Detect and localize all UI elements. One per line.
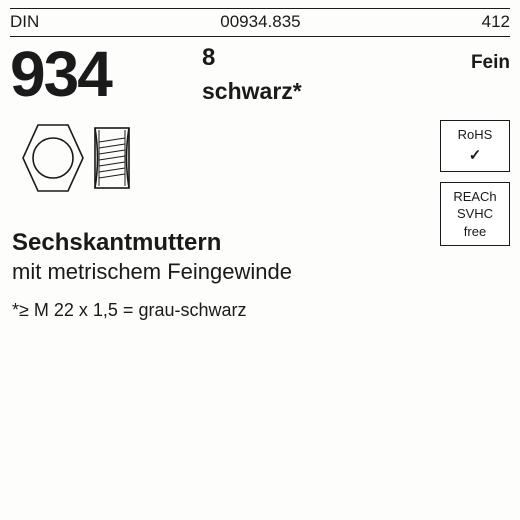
spec-sheet: DIN 00934.835 412 934 8 schwarz* Fein [0, 0, 520, 520]
rohs-label: RoHS [443, 126, 507, 144]
surface-finish: schwarz* [202, 78, 302, 105]
rohs-badge: RoHS ✓ [440, 120, 510, 172]
header-left: DIN [10, 12, 39, 32]
hex-nut-diagram [10, 118, 140, 213]
din-block: 934 [10, 42, 111, 106]
reach-badge: REACh SVHC free [440, 182, 510, 247]
reach-line3: free [443, 223, 507, 241]
strength-class: 8 [202, 44, 215, 72]
hex-nut-svg [10, 118, 140, 208]
product-subtitle: mit metrischem Feingewinde [12, 258, 292, 286]
top-rule [10, 8, 510, 9]
din-number: 934 [10, 42, 111, 106]
reach-line1: REACh [443, 188, 507, 206]
footnote: *≥ M 22 x 1,5 = grau-schwarz [12, 300, 246, 321]
header-row: DIN 00934.835 412 [10, 12, 510, 32]
check-icon: ✓ [443, 146, 507, 166]
header-right: 412 [482, 12, 510, 32]
product-title: Sechskantmuttern [12, 228, 292, 258]
title-block: Sechskantmuttern mit metrischem Feingewi… [12, 228, 292, 286]
header-underline [10, 36, 510, 37]
reach-line2: SVHC [443, 205, 507, 223]
header-center: 00934.835 [220, 12, 300, 32]
compliance-badges: RoHS ✓ REACh SVHC free [440, 120, 510, 256]
thread-pitch-type: Fein [471, 52, 510, 74]
